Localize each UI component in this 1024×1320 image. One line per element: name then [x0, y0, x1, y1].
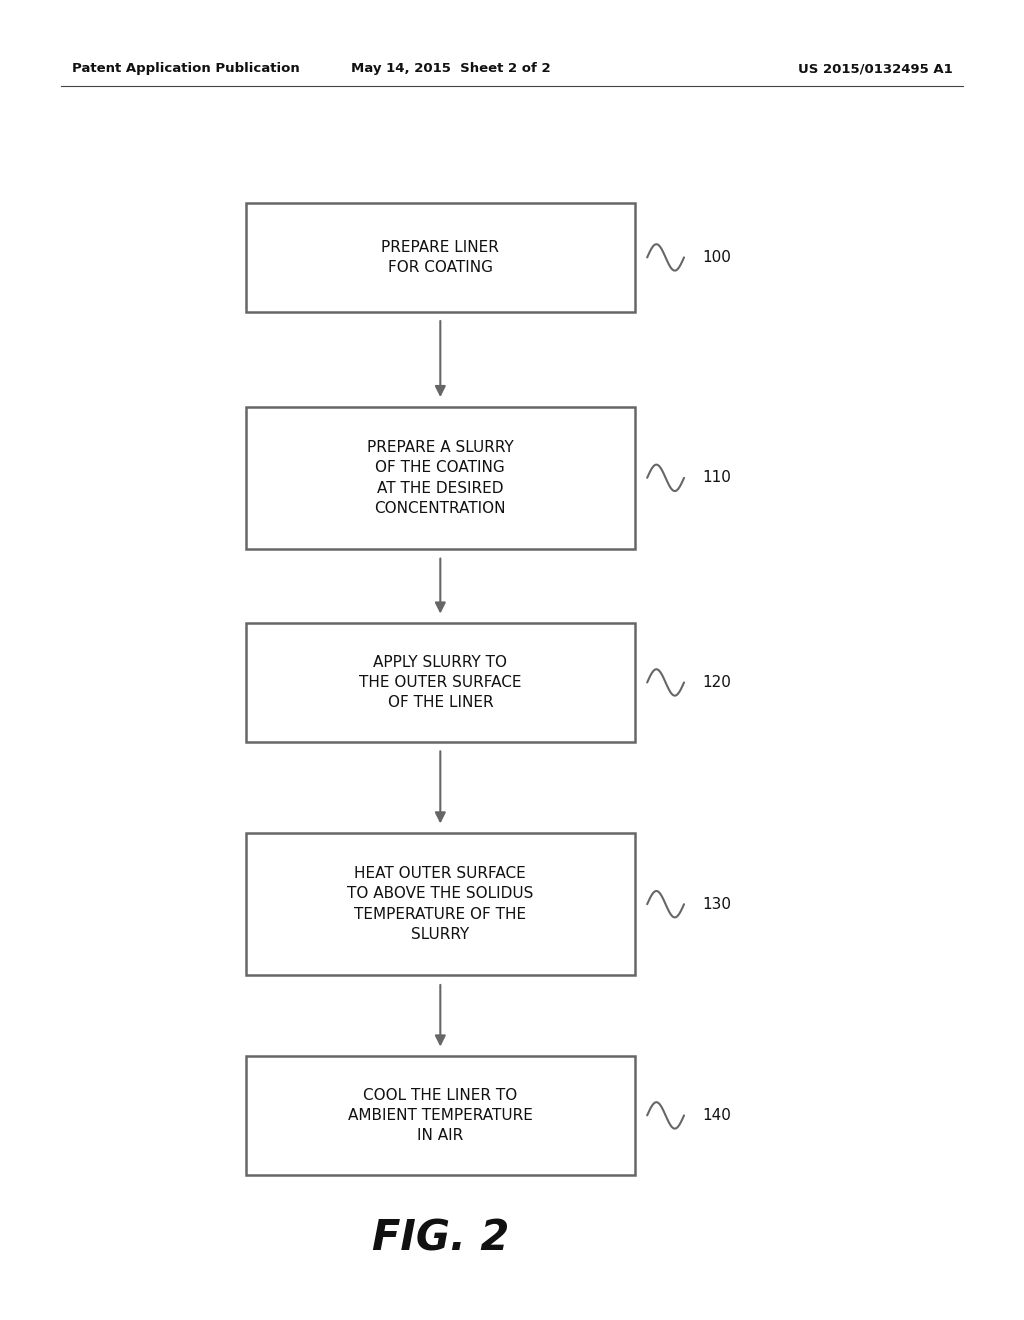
Text: COOL THE LINER TO
AMBIENT TEMPERATURE
IN AIR: COOL THE LINER TO AMBIENT TEMPERATURE IN…	[348, 1088, 532, 1143]
Text: PREPARE LINER
FOR COATING: PREPARE LINER FOR COATING	[381, 240, 500, 275]
Text: APPLY SLURRY TO
THE OUTER SURFACE
OF THE LINER: APPLY SLURRY TO THE OUTER SURFACE OF THE…	[359, 655, 521, 710]
Text: 110: 110	[702, 470, 731, 486]
FancyBboxPatch shape	[246, 407, 635, 549]
Text: FIG. 2: FIG. 2	[372, 1217, 509, 1259]
Text: 140: 140	[702, 1107, 731, 1123]
Text: 120: 120	[702, 675, 731, 690]
Text: US 2015/0132495 A1: US 2015/0132495 A1	[798, 62, 952, 75]
FancyBboxPatch shape	[246, 833, 635, 975]
FancyBboxPatch shape	[246, 623, 635, 742]
Text: PREPARE A SLURRY
OF THE COATING
AT THE DESIRED
CONCENTRATION: PREPARE A SLURRY OF THE COATING AT THE D…	[367, 440, 514, 516]
Text: 130: 130	[702, 896, 731, 912]
FancyBboxPatch shape	[246, 203, 635, 312]
FancyBboxPatch shape	[246, 1056, 635, 1175]
Text: May 14, 2015  Sheet 2 of 2: May 14, 2015 Sheet 2 of 2	[351, 62, 550, 75]
Text: Patent Application Publication: Patent Application Publication	[72, 62, 299, 75]
Text: HEAT OUTER SURFACE
TO ABOVE THE SOLIDUS
TEMPERATURE OF THE
SLURRY: HEAT OUTER SURFACE TO ABOVE THE SOLIDUS …	[347, 866, 534, 942]
Text: 100: 100	[702, 249, 731, 265]
